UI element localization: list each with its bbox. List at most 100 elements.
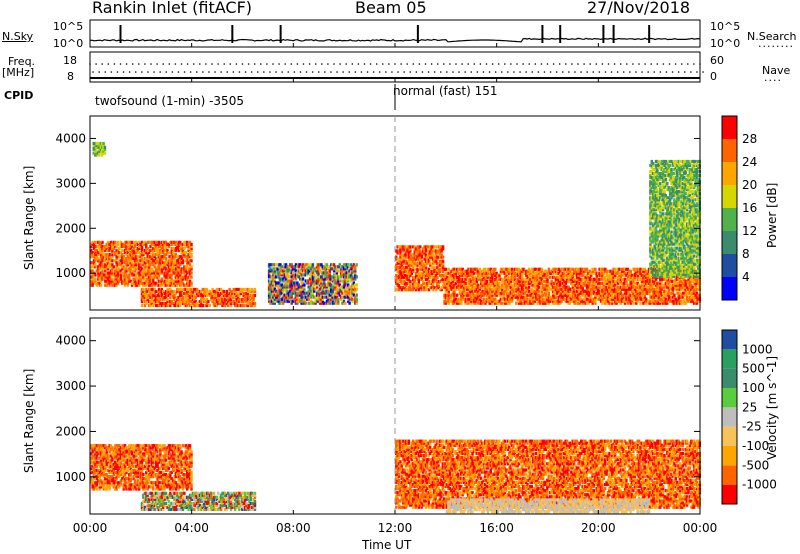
freq-dot xyxy=(342,71,344,73)
freq-dot xyxy=(690,71,692,73)
freq-dot xyxy=(360,71,363,73)
y-tick-label: 4000 xyxy=(55,334,86,348)
y-tick-label: 1000 xyxy=(55,470,86,484)
freq-dot xyxy=(574,71,576,73)
freq-dot xyxy=(317,71,320,73)
freq-dot xyxy=(147,71,149,73)
freq-dot xyxy=(232,71,235,73)
freq-dot xyxy=(659,71,662,73)
nave-dot xyxy=(577,63,579,65)
nave-dot xyxy=(382,63,384,65)
freq-dot xyxy=(543,71,546,73)
freq-dot xyxy=(171,71,174,73)
nave-dot xyxy=(522,63,524,65)
freq-dot xyxy=(378,71,381,73)
nave-dot xyxy=(272,63,274,65)
freq-dot xyxy=(641,71,643,73)
nave-dot xyxy=(205,63,207,65)
freq-dot xyxy=(385,71,387,73)
freq-dot xyxy=(500,71,503,73)
nave-dot xyxy=(400,63,402,65)
nave-dot xyxy=(546,63,549,65)
nave-dot xyxy=(436,63,439,65)
freq-dot xyxy=(324,71,326,73)
nave-dot xyxy=(327,63,329,65)
freq-dot xyxy=(311,71,314,73)
nave-dot xyxy=(345,63,348,65)
freq-dot xyxy=(446,71,448,73)
nave-dot xyxy=(583,63,585,65)
freq-dot xyxy=(128,71,131,73)
nave-dot xyxy=(699,63,701,65)
nave-dot xyxy=(229,63,232,65)
y-tick-label: 4000 xyxy=(55,131,86,145)
freq-dot xyxy=(488,71,491,73)
nave-dot xyxy=(687,63,689,65)
power-colorbar-tick-label: 4 xyxy=(742,270,750,284)
nave-dot xyxy=(235,63,238,65)
freq-dot xyxy=(238,71,241,73)
freq-dot xyxy=(195,71,198,73)
freq-dot xyxy=(671,71,674,73)
nave-dot xyxy=(504,63,506,65)
nave-dot xyxy=(89,63,91,65)
freq-dot xyxy=(433,71,436,73)
freq-dot xyxy=(519,71,521,73)
nave-dot xyxy=(107,63,110,65)
freq-dot xyxy=(677,71,680,73)
x-tick-label: 00:00 xyxy=(683,521,718,535)
freq-dot xyxy=(476,71,479,73)
y-tick-label: 3000 xyxy=(55,176,86,190)
freq-dot xyxy=(110,71,113,73)
nave-dot xyxy=(418,63,421,65)
velocity-colorbar-tick-label: 500 xyxy=(742,362,765,376)
nave-dot xyxy=(308,63,311,65)
x-tick-label: 12:00 xyxy=(378,521,413,535)
power-colorbar-swatch xyxy=(722,254,737,277)
nave-dot xyxy=(626,63,628,65)
freq-dot xyxy=(226,71,229,73)
freq-dot xyxy=(464,71,466,73)
freq-dot xyxy=(598,71,601,73)
freq-dot xyxy=(507,71,509,73)
nave-dot xyxy=(540,63,543,65)
nave-dot xyxy=(528,63,530,65)
nave-dot xyxy=(266,63,268,65)
freq-dot xyxy=(439,71,442,73)
freq-dot xyxy=(665,71,668,73)
nave-dot xyxy=(144,63,146,65)
nave-dot xyxy=(467,63,470,65)
nave-dot xyxy=(443,63,445,65)
nave-dot xyxy=(668,63,671,65)
nave-dot xyxy=(351,63,354,65)
nave-dot xyxy=(595,63,598,65)
y-tick-label: 2000 xyxy=(55,424,86,438)
nave-dot xyxy=(138,63,140,65)
freq-dot xyxy=(604,71,607,73)
power-colorbar-tick-label: 20 xyxy=(742,178,757,192)
nave-dot xyxy=(241,63,244,65)
power-colorbar-tick-label: 16 xyxy=(742,201,757,215)
nave-dot xyxy=(394,63,396,65)
nave-dot xyxy=(613,63,616,65)
freq-dot xyxy=(647,71,649,73)
nave-dot xyxy=(278,63,280,65)
freq-dot xyxy=(287,71,290,73)
freq-dot xyxy=(482,71,485,73)
nave-dot xyxy=(162,63,164,65)
nave-dot xyxy=(601,63,604,65)
nave-dot xyxy=(125,63,128,65)
nave-dot xyxy=(333,63,335,65)
nave-dot xyxy=(339,63,341,65)
freq-dot xyxy=(305,71,308,73)
nave-dot xyxy=(534,63,537,65)
nave-dot xyxy=(180,63,183,65)
y-tick-label: 2000 xyxy=(55,221,86,235)
power-colorbar-tick-label: 8 xyxy=(742,247,750,261)
nave-dot xyxy=(101,63,103,65)
nave-dot xyxy=(253,63,256,65)
velocity-colorbar-swatch xyxy=(722,330,737,350)
nave-dot xyxy=(680,63,683,65)
velocity-colorbar-tick-label: -100 xyxy=(742,439,769,453)
freq-dot xyxy=(610,71,613,73)
